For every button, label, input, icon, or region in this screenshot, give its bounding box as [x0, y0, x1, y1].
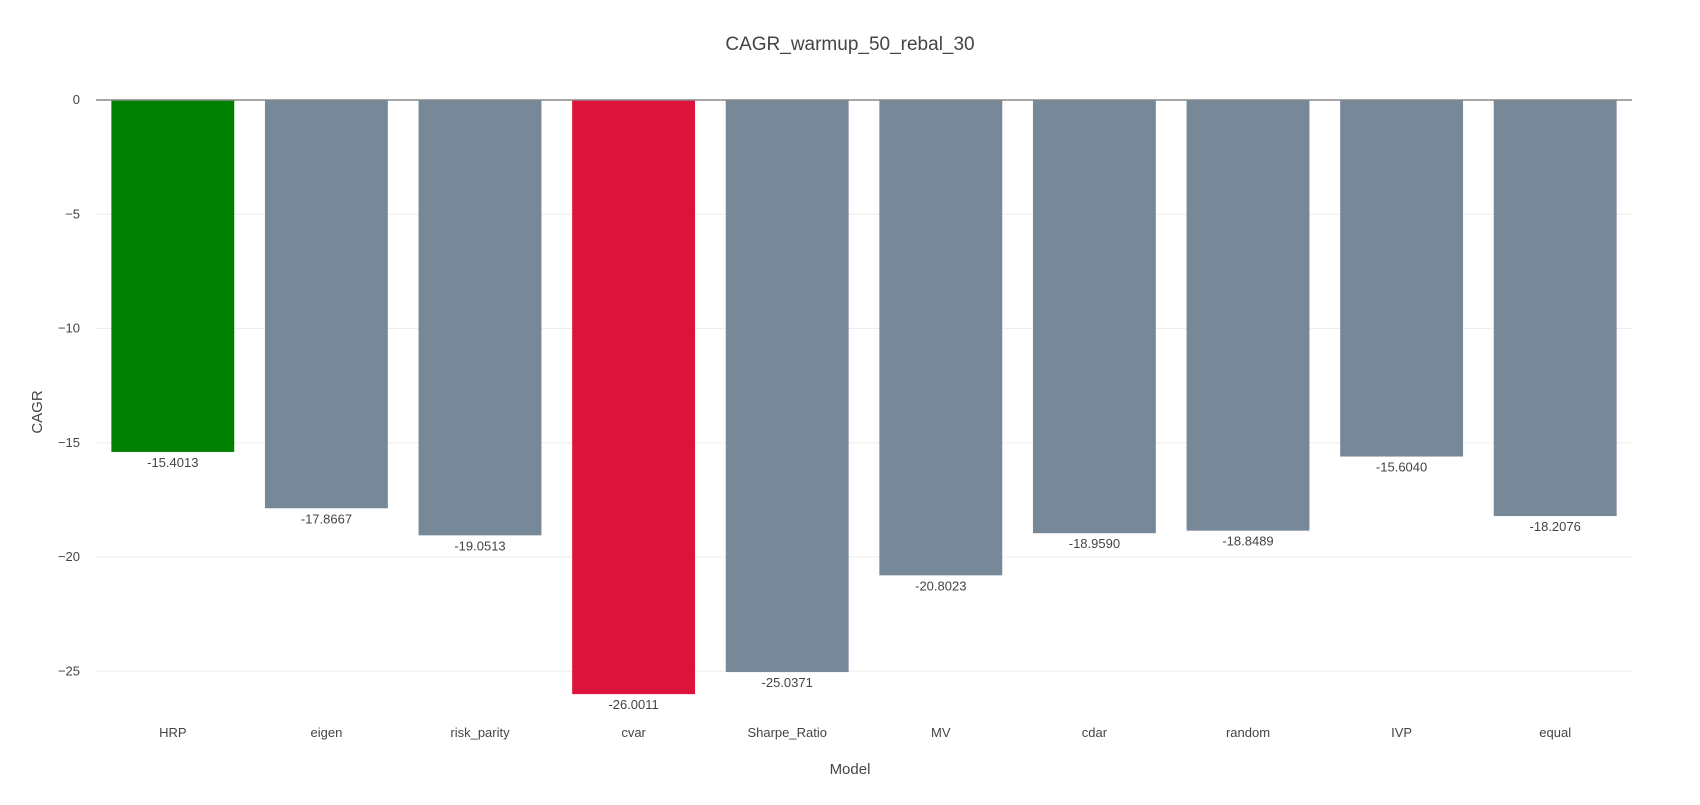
x-tick-label: cvar: [621, 725, 646, 740]
y-tick-label: −15: [58, 435, 80, 450]
x-axis-ticks: HRP eigen risk_parity cvar Sharpe_Ratio MV cda…: [159, 725, 1571, 740]
x-tick-label: equal: [1539, 725, 1571, 740]
bar-equal: [1493, 100, 1617, 517]
data-labels: -15.4013 -17.8667 -19.0513 -26.0011 -25.0371…: [147, 455, 1581, 712]
data-label: -17.8667: [301, 511, 352, 526]
data-label: -18.2076: [1530, 519, 1581, 534]
bar-ivp: [1340, 100, 1464, 457]
chart-title: CAGR_warmup_50_rebal_30: [725, 34, 974, 55]
y-axis-title: CAGR: [29, 390, 46, 434]
bar-risk-parity: [418, 100, 542, 536]
bar-cvar: [572, 100, 696, 695]
x-tick-label: cdar: [1082, 725, 1108, 740]
x-tick-label: risk_parity: [450, 725, 510, 740]
data-label: -15.6040: [1376, 460, 1427, 475]
x-tick-label: eigen: [310, 725, 342, 740]
data-label: -25.0371: [762, 675, 813, 690]
bar-eigen: [264, 100, 388, 509]
data-label: -19.0513: [454, 538, 505, 553]
x-tick-label: random: [1226, 725, 1270, 740]
data-label: -26.0011: [608, 697, 658, 712]
data-label: -15.4013: [147, 455, 198, 470]
x-tick-label: MV: [931, 725, 951, 740]
y-axis-ticks: 0 −5 −10 −15 −20 −25: [58, 92, 80, 678]
y-tick-label: 0: [73, 92, 80, 107]
data-label: -20.8023: [915, 578, 966, 593]
y-tick-label: −25: [58, 663, 80, 678]
bar-sharpe-ratio: [725, 100, 849, 673]
y-tick-label: −10: [58, 321, 80, 336]
x-tick-label: HRP: [159, 725, 186, 740]
data-label: -18.8489: [1222, 534, 1273, 549]
data-label: -18.9590: [1069, 536, 1120, 551]
x-tick-label: IVP: [1391, 725, 1412, 740]
bar-random: [1186, 100, 1310, 531]
bar-hrp: [111, 100, 235, 452]
x-axis-title: Model: [830, 761, 871, 778]
x-tick-label: Sharpe_Ratio: [747, 725, 827, 740]
bar-cdar: [1032, 100, 1156, 534]
bars: [111, 100, 1617, 695]
y-tick-label: −5: [65, 206, 80, 221]
bar-mv: [879, 100, 1003, 576]
y-tick-label: −20: [58, 549, 80, 564]
